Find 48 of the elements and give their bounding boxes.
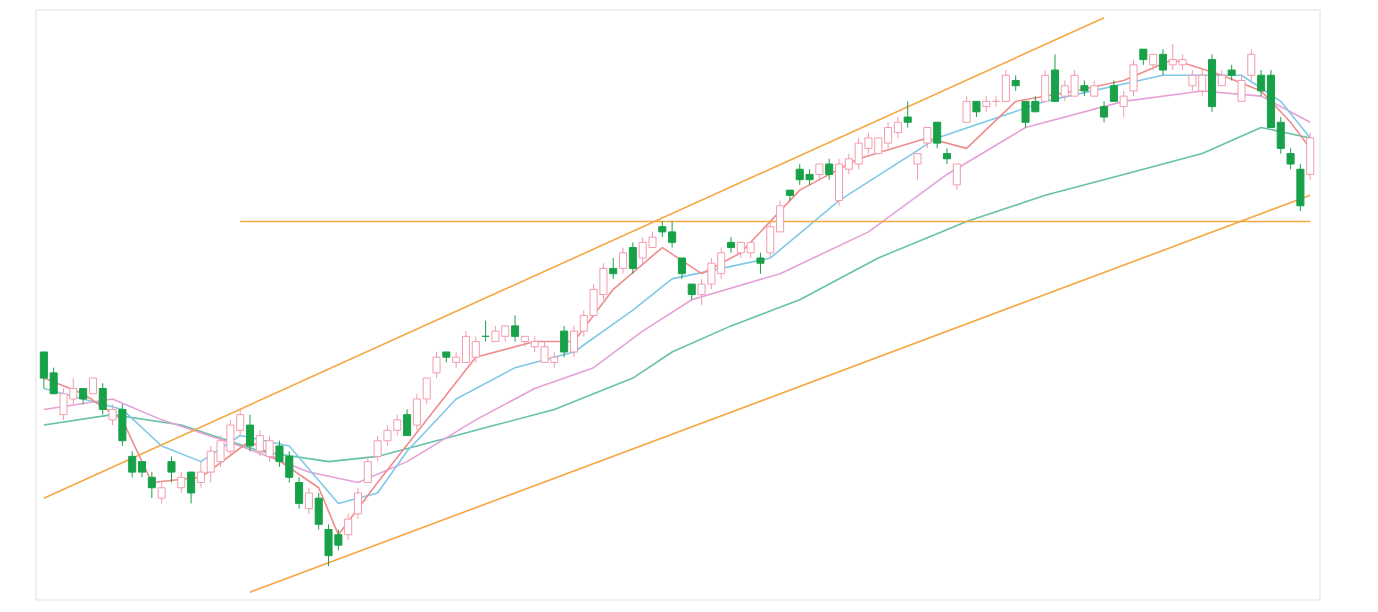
candlestick bbox=[187, 471, 196, 504]
candlestick bbox=[353, 487, 363, 520]
candlestick bbox=[147, 471, 156, 499]
candlestick bbox=[118, 403, 127, 447]
candlestick bbox=[560, 325, 569, 358]
candlestick bbox=[1247, 48, 1256, 81]
candlestick bbox=[933, 121, 942, 149]
candlestick bbox=[903, 100, 912, 128]
candlestick bbox=[677, 257, 686, 280]
candlestick bbox=[167, 455, 176, 484]
candlestick bbox=[511, 314, 520, 343]
candlestick bbox=[726, 236, 736, 254]
candlestick bbox=[295, 476, 304, 510]
candlestick bbox=[98, 382, 107, 416]
candlestick bbox=[344, 513, 353, 541]
candlestick bbox=[609, 257, 618, 280]
candlestick bbox=[1100, 100, 1109, 123]
candlestick bbox=[923, 126, 932, 149]
candlestick bbox=[825, 158, 834, 181]
candlestick bbox=[1306, 132, 1315, 181]
candlestick bbox=[756, 252, 765, 275]
candlestick bbox=[245, 414, 255, 452]
candlestick bbox=[108, 403, 117, 426]
candlestick bbox=[1208, 53, 1217, 113]
candlestick bbox=[1109, 79, 1118, 102]
candlestick bbox=[177, 471, 186, 494]
candlestick bbox=[157, 482, 166, 504]
candlestick bbox=[403, 408, 412, 437]
candlestick bbox=[363, 455, 372, 484]
candlestick bbox=[1129, 59, 1138, 97]
candlestick bbox=[1119, 90, 1128, 118]
candlestick bbox=[619, 247, 628, 275]
candlestick bbox=[314, 492, 323, 531]
candlestick bbox=[1158, 48, 1167, 76]
candlestick bbox=[1237, 74, 1246, 102]
candlestick bbox=[1296, 163, 1305, 212]
candlestick bbox=[304, 487, 313, 515]
candlestick bbox=[1001, 69, 1010, 102]
candlestick bbox=[913, 153, 922, 181]
candlestick bbox=[1286, 147, 1295, 170]
candlestick bbox=[942, 147, 952, 165]
candlestick bbox=[1050, 53, 1059, 102]
candlestick bbox=[962, 95, 971, 123]
candlestick bbox=[628, 241, 637, 275]
candlestick bbox=[952, 163, 961, 191]
candlestick bbox=[785, 189, 794, 202]
candlestick bbox=[432, 351, 441, 379]
candlestick bbox=[1041, 69, 1050, 102]
